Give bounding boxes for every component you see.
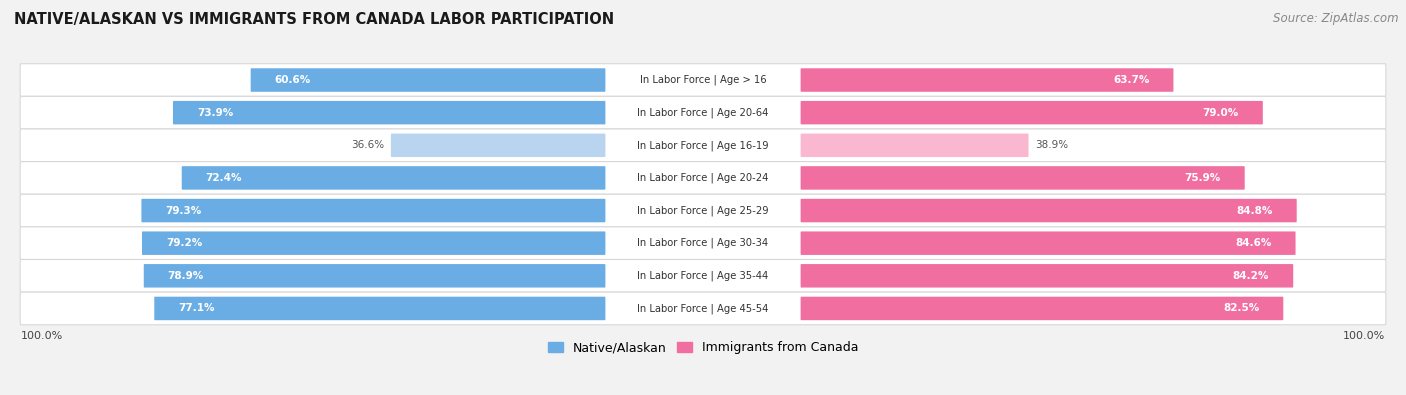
FancyBboxPatch shape bbox=[155, 297, 606, 320]
FancyBboxPatch shape bbox=[800, 68, 1174, 92]
FancyBboxPatch shape bbox=[173, 101, 606, 124]
FancyBboxPatch shape bbox=[20, 260, 1386, 292]
FancyBboxPatch shape bbox=[800, 264, 1294, 288]
Text: 72.4%: 72.4% bbox=[205, 173, 242, 183]
Text: 84.2%: 84.2% bbox=[1233, 271, 1270, 281]
Text: 100.0%: 100.0% bbox=[21, 331, 63, 341]
FancyBboxPatch shape bbox=[800, 101, 1263, 124]
FancyBboxPatch shape bbox=[20, 129, 1386, 162]
Text: 73.9%: 73.9% bbox=[197, 108, 233, 118]
Text: In Labor Force | Age 20-24: In Labor Force | Age 20-24 bbox=[637, 173, 769, 183]
FancyBboxPatch shape bbox=[20, 227, 1386, 260]
FancyBboxPatch shape bbox=[142, 231, 606, 255]
Text: 78.9%: 78.9% bbox=[167, 271, 204, 281]
FancyBboxPatch shape bbox=[800, 166, 1244, 190]
Text: In Labor Force | Age 16-19: In Labor Force | Age 16-19 bbox=[637, 140, 769, 150]
Text: 77.1%: 77.1% bbox=[179, 303, 215, 314]
Text: 84.6%: 84.6% bbox=[1236, 238, 1271, 248]
FancyBboxPatch shape bbox=[20, 96, 1386, 129]
Text: 79.2%: 79.2% bbox=[166, 238, 202, 248]
Text: In Labor Force | Age 25-29: In Labor Force | Age 25-29 bbox=[637, 205, 769, 216]
Text: 79.3%: 79.3% bbox=[166, 205, 201, 216]
FancyBboxPatch shape bbox=[800, 231, 1295, 255]
FancyBboxPatch shape bbox=[800, 134, 1029, 157]
Text: 100.0%: 100.0% bbox=[1343, 331, 1385, 341]
FancyBboxPatch shape bbox=[800, 297, 1284, 320]
Text: In Labor Force | Age 20-64: In Labor Force | Age 20-64 bbox=[637, 107, 769, 118]
Text: In Labor Force | Age 30-34: In Labor Force | Age 30-34 bbox=[637, 238, 769, 248]
Text: 38.9%: 38.9% bbox=[1035, 140, 1069, 150]
FancyBboxPatch shape bbox=[20, 194, 1386, 227]
FancyBboxPatch shape bbox=[20, 162, 1386, 194]
FancyBboxPatch shape bbox=[250, 68, 606, 92]
Text: Source: ZipAtlas.com: Source: ZipAtlas.com bbox=[1274, 12, 1399, 25]
FancyBboxPatch shape bbox=[181, 166, 606, 190]
Text: In Labor Force | Age 35-44: In Labor Force | Age 35-44 bbox=[637, 271, 769, 281]
Text: 84.8%: 84.8% bbox=[1236, 205, 1272, 216]
Text: In Labor Force | Age 45-54: In Labor Force | Age 45-54 bbox=[637, 303, 769, 314]
Text: 36.6%: 36.6% bbox=[352, 140, 384, 150]
Text: 60.6%: 60.6% bbox=[274, 75, 311, 85]
Text: 82.5%: 82.5% bbox=[1223, 303, 1260, 314]
Text: In Labor Force | Age > 16: In Labor Force | Age > 16 bbox=[640, 75, 766, 85]
Text: 75.9%: 75.9% bbox=[1184, 173, 1220, 183]
Text: NATIVE/ALASKAN VS IMMIGRANTS FROM CANADA LABOR PARTICIPATION: NATIVE/ALASKAN VS IMMIGRANTS FROM CANADA… bbox=[14, 12, 614, 27]
Text: 79.0%: 79.0% bbox=[1202, 108, 1239, 118]
FancyBboxPatch shape bbox=[20, 292, 1386, 325]
FancyBboxPatch shape bbox=[800, 199, 1296, 222]
FancyBboxPatch shape bbox=[143, 264, 606, 288]
Legend: Native/Alaskan, Immigrants from Canada: Native/Alaskan, Immigrants from Canada bbox=[543, 337, 863, 359]
Text: 63.7%: 63.7% bbox=[1114, 75, 1150, 85]
FancyBboxPatch shape bbox=[391, 134, 606, 157]
FancyBboxPatch shape bbox=[142, 199, 606, 222]
FancyBboxPatch shape bbox=[20, 64, 1386, 96]
